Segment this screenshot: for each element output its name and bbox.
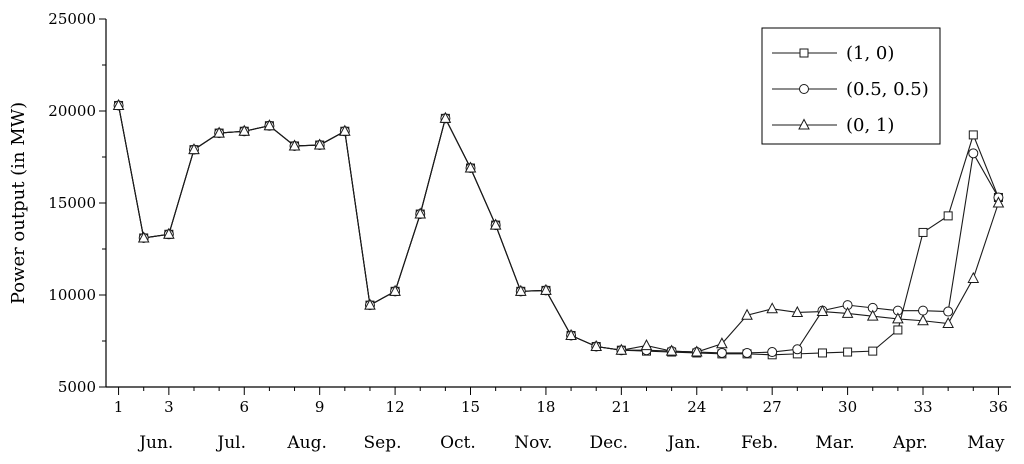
data-point-triangle bbox=[640, 339, 653, 351]
month-label: Jun. bbox=[137, 433, 173, 453]
data-point-circle bbox=[767, 347, 778, 358]
data-point-triangle bbox=[791, 305, 804, 317]
data-point-triangle bbox=[841, 306, 854, 318]
data-point-triangle bbox=[188, 143, 200, 155]
data-point-circle bbox=[943, 306, 954, 317]
data-point-circle bbox=[792, 344, 803, 355]
y-tick-label: 10000 bbox=[48, 286, 96, 304]
data-point-triangle bbox=[213, 126, 225, 138]
x-axis-ticks: 1 3 6 9 12 15 18 21 24 27 30 33 36 bbox=[114, 387, 1008, 416]
data-point-triangle bbox=[540, 283, 552, 295]
x-tick-label: 27 bbox=[763, 398, 782, 416]
data-point-triangle bbox=[163, 227, 175, 239]
x-tick-label: 24 bbox=[687, 398, 706, 416]
y-axis-label: Power output (in MW) bbox=[8, 102, 29, 304]
month-label: May bbox=[967, 433, 1005, 453]
legend: (1, 0) (0.5, 0.5) (0, 1) bbox=[761, 27, 941, 145]
x-tick-label: 3 bbox=[164, 398, 174, 416]
data-point-triangle bbox=[716, 337, 728, 349]
data-point-triangle bbox=[137, 231, 150, 243]
legend-marker-square bbox=[799, 48, 809, 58]
data-point-triangle bbox=[263, 119, 276, 131]
data-point-triangle bbox=[364, 298, 376, 310]
data-point-triangle bbox=[112, 98, 125, 110]
data-point-square bbox=[968, 130, 978, 140]
x-tick-label: 30 bbox=[838, 398, 857, 416]
y-tick-label: 25000 bbox=[48, 10, 96, 28]
data-point-triangle bbox=[464, 161, 477, 173]
x-tick-label: 36 bbox=[989, 398, 1008, 416]
y-tick-label: 20000 bbox=[48, 102, 96, 120]
data-point-square bbox=[893, 325, 903, 335]
month-label: Oct. bbox=[440, 433, 476, 453]
data-point-triangle bbox=[992, 196, 1005, 208]
data-point-triangle bbox=[414, 207, 427, 219]
data-point-triangle bbox=[766, 302, 779, 314]
month-label: Feb. bbox=[741, 433, 778, 453]
x-tick-label: 33 bbox=[913, 398, 932, 416]
x-tick-label: 18 bbox=[536, 398, 555, 416]
month-label: Nov. bbox=[514, 433, 552, 453]
data-point-triangle bbox=[665, 344, 678, 356]
data-point-triangle bbox=[238, 124, 251, 136]
month-label: Dec. bbox=[589, 433, 628, 453]
y-tick-label: 5000 bbox=[58, 378, 96, 396]
data-point-square bbox=[868, 346, 878, 356]
y-axis-ticks: 5000 10000 15000 20000 25000 bbox=[48, 10, 106, 396]
legend-label: (0.5, 0.5) bbox=[846, 79, 929, 100]
month-label: Sep. bbox=[364, 433, 402, 453]
x-tick-label: 21 bbox=[612, 398, 631, 416]
data-point-triangle bbox=[439, 111, 452, 123]
plot-area bbox=[112, 98, 1005, 360]
legend-label: (1, 0) bbox=[846, 43, 894, 64]
x-tick-label: 6 bbox=[239, 398, 249, 416]
data-point-circle bbox=[716, 347, 727, 358]
month-label: Mar. bbox=[815, 433, 854, 453]
month-label: Jan. bbox=[666, 433, 701, 453]
data-point-triangle bbox=[892, 312, 904, 324]
data-point-triangle bbox=[313, 138, 326, 150]
data-point-triangle bbox=[514, 284, 527, 296]
legend-marker-circle bbox=[799, 84, 809, 94]
x-tick-label: 9 bbox=[315, 398, 325, 416]
x-tick-label: 12 bbox=[386, 398, 405, 416]
data-point-triangle bbox=[942, 316, 954, 329]
data-point-circle bbox=[968, 148, 979, 159]
month-label: Jul. bbox=[215, 433, 246, 453]
legend-marker-triangle bbox=[798, 118, 810, 130]
data-point-triangle bbox=[615, 343, 628, 355]
data-point-triangle bbox=[816, 304, 829, 317]
month-label: Aug. bbox=[286, 433, 327, 453]
data-point-triangle bbox=[590, 339, 603, 352]
data-point-triangle bbox=[690, 345, 703, 357]
data-point-triangle bbox=[741, 308, 753, 320]
data-point-square bbox=[843, 347, 853, 357]
data-point-triangle bbox=[338, 124, 351, 136]
legend-label: (0, 1) bbox=[846, 115, 894, 136]
data-point-triangle bbox=[288, 139, 301, 151]
y-tick-label: 15000 bbox=[48, 194, 96, 212]
x-tick-label: 1 bbox=[114, 398, 124, 416]
series-markers-triangle bbox=[112, 98, 1005, 357]
x-tick-label: 15 bbox=[461, 398, 480, 416]
data-point-triangle bbox=[489, 218, 502, 230]
month-labels: Jun. Jul. Aug. Sep. Oct. Nov. Dec. Jan. Feb. Mar.… bbox=[137, 433, 1005, 453]
data-point-square bbox=[817, 348, 827, 358]
month-label: Apr. bbox=[892, 433, 928, 453]
data-point-triangle bbox=[389, 284, 401, 296]
data-point-circle bbox=[742, 347, 753, 358]
data-point-triangle bbox=[565, 328, 577, 340]
data-point-circle bbox=[918, 305, 929, 316]
data-point-square bbox=[918, 227, 928, 237]
data-point-triangle bbox=[866, 309, 879, 321]
data-point-triangle bbox=[917, 314, 929, 326]
data-point-square bbox=[943, 211, 953, 221]
data-point-triangle bbox=[967, 271, 980, 283]
